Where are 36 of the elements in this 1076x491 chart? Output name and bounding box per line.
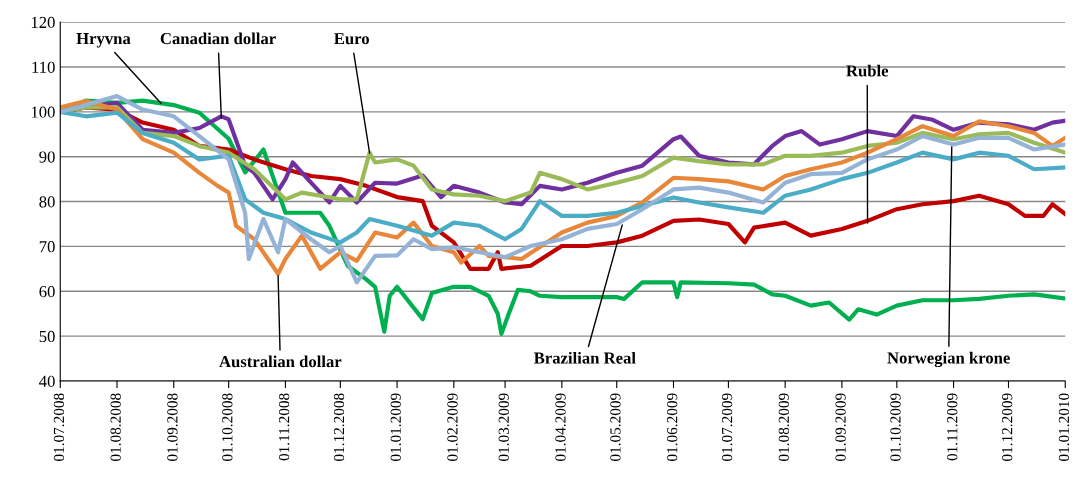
y-tick-label: 90 <box>39 151 55 163</box>
x-tick-label: 01.09.2008 <box>167 393 178 461</box>
x-tick-label: 01.01.2009 <box>390 393 401 461</box>
annotation: Australian dollar <box>219 355 342 368</box>
x-tick-label: 01.03.2009 <box>498 393 509 461</box>
x-tick-label: 01.04.2009 <box>555 393 566 461</box>
x-tick-label: 01.10.2009 <box>890 393 901 461</box>
annotation: Hryvna <box>76 33 131 48</box>
annotation: Canadian dollar <box>160 32 276 45</box>
x-tick-label: 01.06.2009 <box>667 393 678 461</box>
x-tick-label: 01.07.2009 <box>721 393 733 461</box>
x-tick-label: 01.11.2009 <box>947 393 958 461</box>
y-tick-label: 110 <box>32 61 55 73</box>
y-tick-label: 50 <box>39 330 55 343</box>
annotation: Euro <box>334 33 369 45</box>
line-series <box>60 109 1066 245</box>
x-tick-label: 01.01.2010 <box>1058 393 1070 461</box>
y-tick-label: 40 <box>39 375 55 387</box>
x-tick-label: 01.08.2009 <box>778 393 790 461</box>
x-tick-label: 01.10.2008 <box>222 393 233 461</box>
x-tick-label: 01.05.2009 <box>610 393 621 461</box>
x-tick-label: 01.11.2008 <box>278 393 290 461</box>
x-tick-label: 01.08.2008 <box>110 393 121 461</box>
y-tick-label: 120 <box>31 16 55 29</box>
x-tick-label: 01.07.2008 <box>53 393 65 461</box>
x-tick-label: 01.02.2009 <box>447 393 458 461</box>
x-tick-label: 01.12.2008 <box>333 393 345 461</box>
x-tick-label: 01.09.2009 <box>835 393 846 461</box>
annotation: Norwegian krone <box>887 351 1010 368</box>
x-tick-label: 01.12.2009 <box>1002 393 1013 461</box>
annotation: Brazilian Real <box>533 351 636 364</box>
y-tick-label: 60 <box>39 285 55 298</box>
annotation: Ruble <box>846 64 889 77</box>
y-tick-label: 70 <box>39 241 55 253</box>
y-tick-label: 80 <box>39 196 55 208</box>
y-tick-label: 100 <box>31 106 55 118</box>
